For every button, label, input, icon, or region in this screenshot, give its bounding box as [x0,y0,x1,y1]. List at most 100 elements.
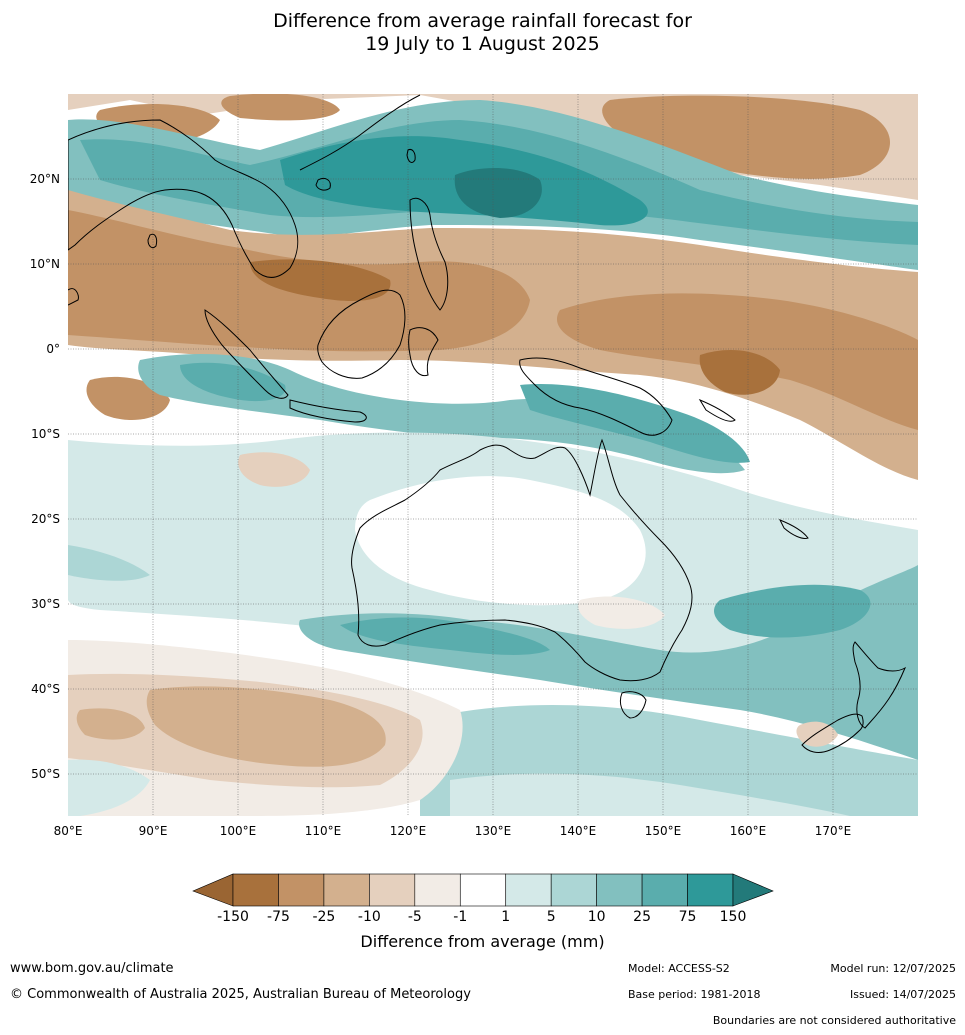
new-guinea-coastline [519,357,673,436]
band-wet-sumatra-strong [180,362,286,402]
australia-coastline [351,438,693,682]
colorbar-boxes [232,873,734,907]
colorbar-swatch [687,873,734,907]
lat-label: 50°S [31,767,60,781]
colorbar-tick-label: 25 [633,909,651,925]
colorbar-tick-label: -150 [217,909,249,925]
java-coastline [289,399,367,423]
patch-dry-east [578,596,665,629]
colorbar-tick-label: -25 [312,909,335,925]
band-wet-sumatra [138,354,745,474]
hainan-coastline [315,177,331,191]
region-wet-tasman [299,565,918,760]
lon-label: 130°E [475,824,512,838]
lat-label: 0° [46,342,60,356]
colorbar-swatch [505,873,552,907]
china-coastline [299,94,421,171]
lon-label: 120°E [390,824,427,838]
footer-copyright: © Commonwealth of Australia 2025, Austra… [10,987,471,1002]
colorbar-swatch [232,873,279,907]
footer-website-link[interactable]: www.bom.gov.au/climate [10,961,174,976]
lat-label: 10°N [30,257,60,271]
band-dry-core-b [699,350,780,395]
band-north-brown-b [221,94,340,121]
lon-label: 90°E [139,824,168,838]
band-dry-core-a [250,259,391,301]
region-wet-bight [340,617,550,655]
nz-north-coastline [852,641,907,729]
lon-label: 110°E [305,824,342,838]
region-wet-southern-ocean-2 [450,773,850,816]
lon-label: 100°E [220,824,257,838]
lon-label: 160°E [730,824,767,838]
colorbar-arrow-right [732,873,774,907]
indochina-coastline [68,119,299,278]
region-white-interior [355,476,646,606]
lat-label: 40°S [31,682,60,696]
colorbar-tick-label: 75 [679,909,697,925]
lon-label: 140°E [560,824,597,838]
colorbar-tick-label: -10 [358,909,381,925]
nz-south-coastline [801,713,864,753]
lat-label: 30°S [31,597,60,611]
sumatra-coastline [204,309,289,399]
colorbar-tick-label: 10 [588,909,606,925]
colorbar-swatch [550,873,597,907]
footer-base-period: Base period: 1981-2018 [628,988,761,1001]
new-caledonia-coastline [778,519,809,539]
title-line-2: 19 July to 1 August 2025 [365,33,600,55]
colorbar-swatch [414,873,461,907]
colorbar-arrow-left [192,873,234,907]
legend-title: Difference from average (mm) [360,932,605,951]
solomon-coastline [698,398,736,422]
map-title: Difference from average rainfall forecas… [0,10,965,56]
lat-label: 20°N [30,172,60,186]
coastlines [68,94,907,753]
taiwan-coastline [406,149,416,163]
region-wet-southwest [68,759,150,816]
footer-model-run: Model run: 12/07/2025 [830,962,956,975]
band-wet-newguinea [520,384,750,463]
colorbar-swatch [323,873,370,907]
borneo-coastline [317,289,406,379]
region-dry-south-brown [146,686,386,767]
lon-label: 80°E [54,824,83,838]
footer-model: Model: ACCESS-S2 [628,962,730,975]
region-wet-southern [68,545,150,581]
title-line-1: Difference from average rainfall forecas… [273,10,692,32]
colorbar-swatch [596,873,643,907]
colorbar-tick-label: -75 [267,909,290,925]
india-coastline [68,288,79,306]
colorbar-tick-label: -5 [408,909,422,925]
lon-axis-labels: 80°E 90°E 100°E 110°E 120°E 130°E 140°E … [54,824,852,838]
tasmania-coastline [619,691,647,719]
colorbar-labels: -150 -75 -25 -10 -5 -1 1 5 10 25 75 150 [217,909,746,925]
colorbar-tick-label: 5 [547,909,556,925]
band-wet-northern-core [454,168,542,218]
band-north-brown-a [602,95,890,179]
lon-label: 170°E [815,824,852,838]
colorbar-swatch [369,873,416,907]
colorbar-swatch [641,873,688,907]
patch-dry-interior [238,452,310,487]
footer-disclaimer: Boundaries are not considered authoritat… [712,1014,956,1027]
philippines-coastline [409,197,449,311]
lat-axis-labels: 20°N 10°N 0° 10°S 20°S 30°S 40°S 50°S [30,172,60,781]
region-dry-west-small [76,708,145,740]
colorbar-tick-label: 1 [501,909,510,925]
footer-issued: Issued: 14/07/2025 [849,988,956,1001]
colorbar-swatch [278,873,325,907]
sulawesi-coastline [408,327,439,377]
region-wet-tasman-strong [714,584,871,638]
map-fields [68,94,918,816]
colorbar: -150 -75 -25 -10 -5 -1 1 5 10 25 75 150 [192,873,774,925]
graticule [68,94,918,816]
lon-label: 150°E [645,824,682,838]
colorbar-tick-label: -1 [453,909,467,925]
lat-label: 10°S [31,427,60,441]
lat-label: 20°S [31,512,60,526]
sri-lanka-coastline [147,233,158,249]
colorbar-tick-label: 150 [720,909,747,925]
colorbar-swatch [459,873,507,907]
